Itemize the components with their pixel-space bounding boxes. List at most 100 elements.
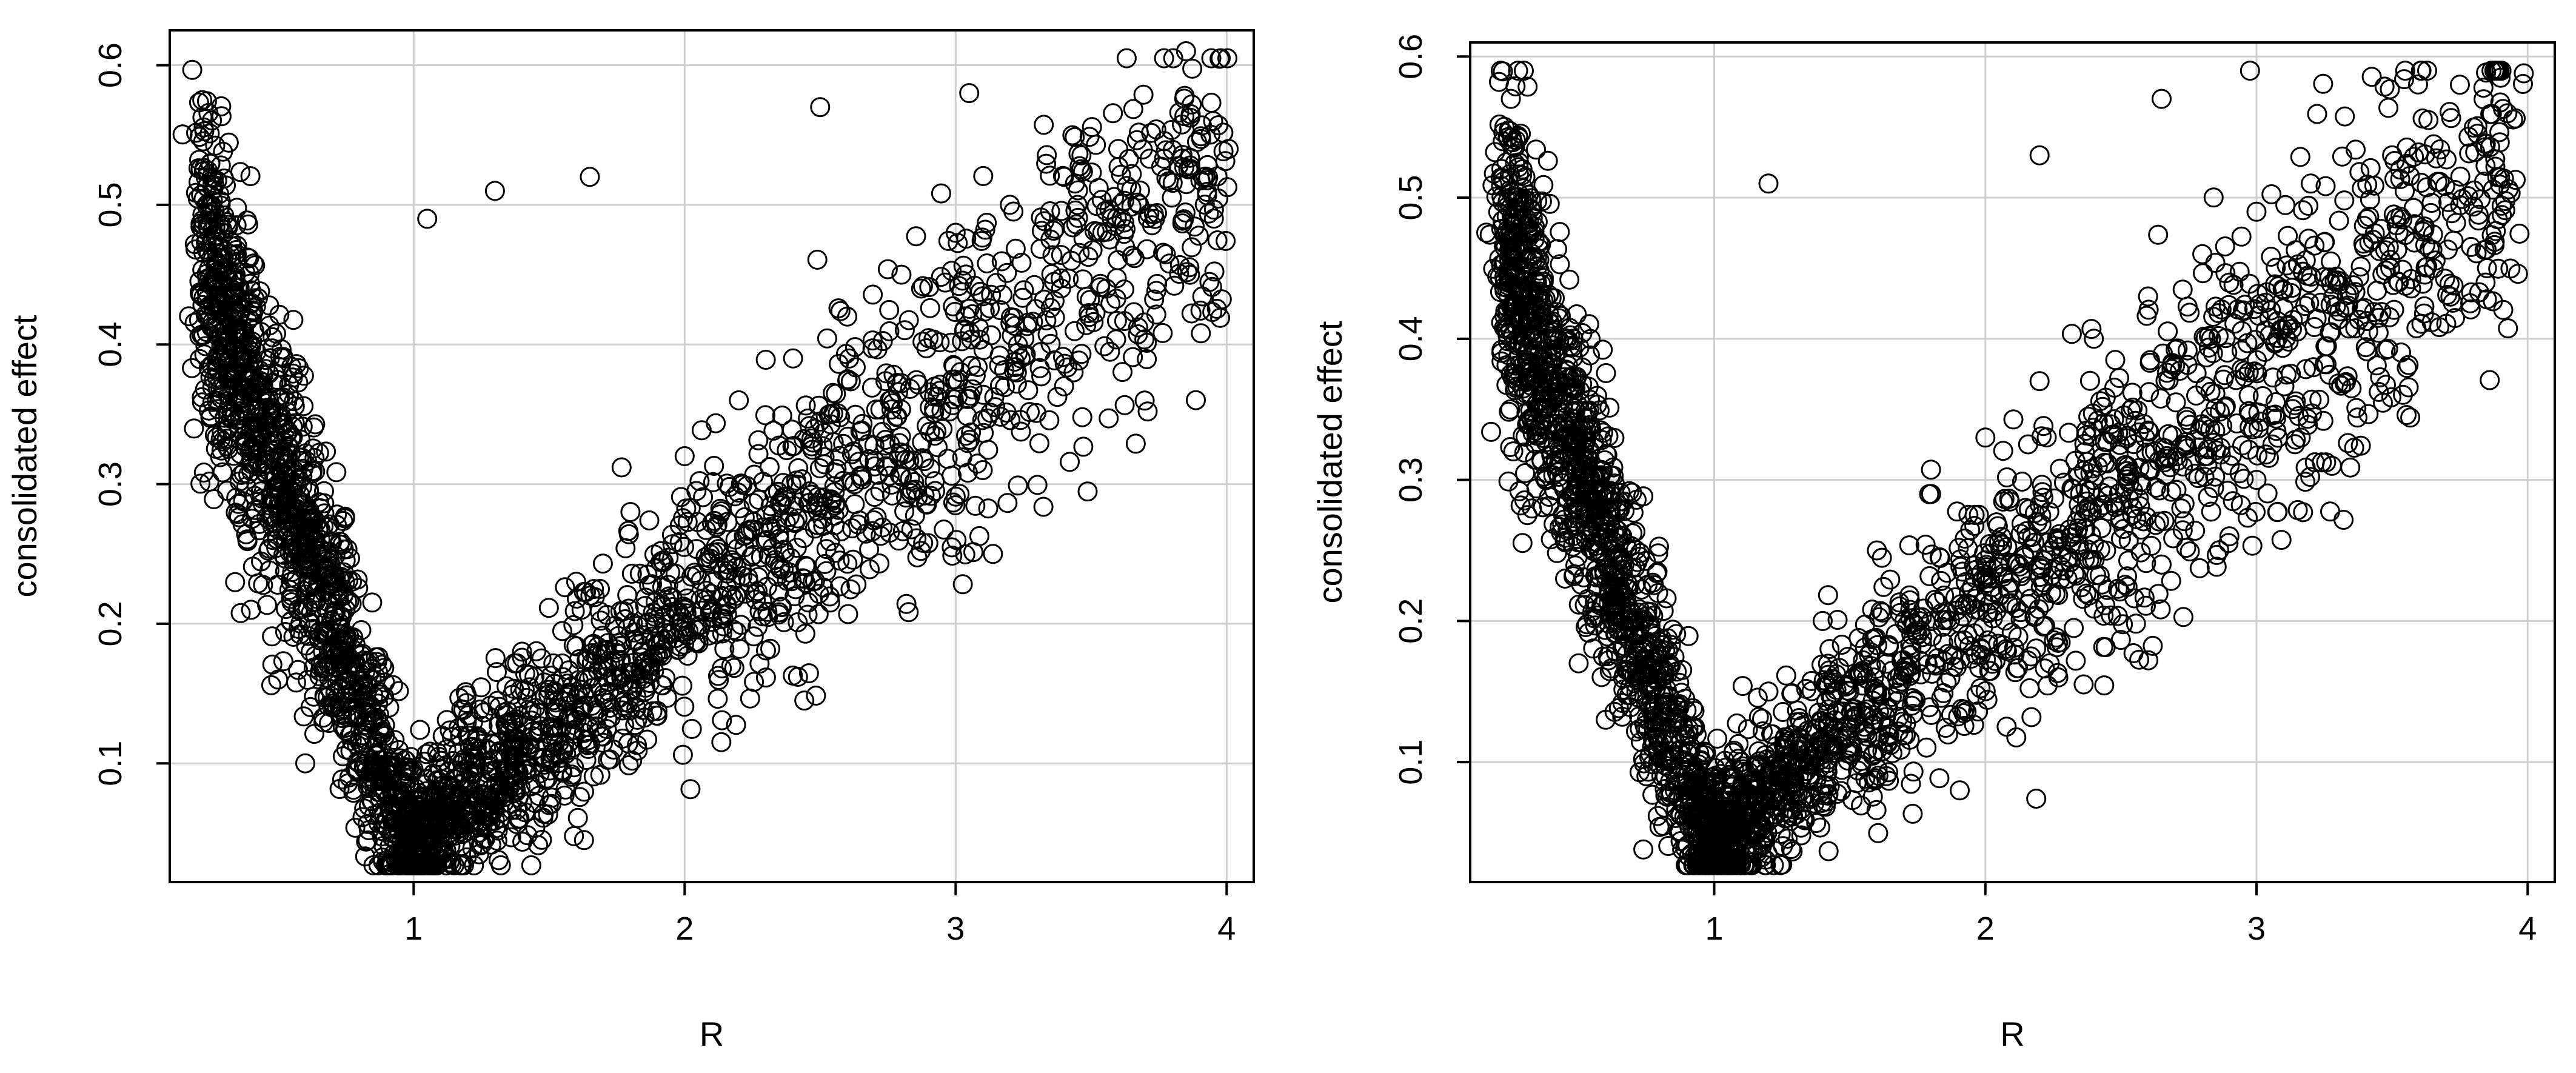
data-point (1658, 836, 1679, 856)
data-point (1169, 264, 1189, 284)
data-point (193, 287, 214, 308)
data-point (2152, 89, 2172, 109)
data-point (1517, 76, 1538, 97)
data-point (2084, 329, 2104, 349)
data-point (368, 855, 389, 875)
data-point (2364, 175, 2384, 196)
data-point (1481, 421, 1501, 442)
data-point (471, 677, 492, 698)
data-point (486, 772, 507, 793)
data-point (877, 259, 898, 279)
data-point (1585, 511, 1605, 532)
data-point (1631, 580, 1651, 600)
data-point (989, 375, 1010, 396)
data-point (2290, 147, 2310, 167)
data-point (497, 759, 517, 779)
data-point (1137, 401, 1158, 422)
data-point (1036, 153, 1057, 174)
data-point (2247, 284, 2268, 304)
data-point (471, 797, 492, 818)
data-point (1638, 575, 1658, 595)
data-point (1491, 255, 1511, 275)
data-point (1123, 99, 1143, 119)
data-point (1642, 729, 1663, 749)
data-point (1011, 252, 1032, 273)
data-point (458, 705, 478, 726)
data-point (1758, 681, 1779, 702)
data-point (1525, 216, 1545, 237)
data-point (1899, 535, 1919, 556)
data-point (944, 356, 965, 376)
data-point (410, 720, 430, 740)
data-point (1134, 390, 1155, 411)
data-point (544, 674, 564, 694)
data-point (788, 458, 809, 478)
data-point (748, 430, 769, 450)
data-point (432, 726, 453, 746)
data-point (785, 512, 805, 532)
data-point (1996, 467, 2017, 487)
data-point (576, 750, 597, 770)
data-point (870, 481, 891, 501)
data-point (1111, 164, 1131, 185)
data-point (1106, 268, 1127, 289)
data-point (288, 372, 309, 393)
data-point (2161, 570, 2181, 591)
data-point (356, 711, 377, 732)
data-point (487, 820, 508, 841)
data-point (561, 720, 581, 741)
data-point (286, 547, 307, 567)
data-point (1505, 153, 1525, 173)
data-point (618, 755, 639, 775)
data-point (662, 534, 683, 555)
data-point (774, 487, 794, 507)
data-point (298, 626, 318, 646)
data-point (1034, 211, 1055, 232)
data-point (486, 784, 507, 804)
data-point (920, 298, 940, 318)
data-point (862, 338, 883, 359)
data-point (809, 458, 830, 478)
data-point (1619, 653, 1639, 674)
data-point (226, 503, 246, 523)
data-point (521, 776, 541, 797)
data-point (501, 827, 521, 847)
data-point (1182, 237, 1202, 258)
data-point (654, 639, 674, 660)
data-point (1507, 187, 1528, 208)
data-point (1508, 200, 1529, 221)
data-point (1114, 190, 1135, 211)
data-point (273, 348, 293, 369)
data-point (1921, 460, 1941, 480)
data-point (246, 342, 267, 362)
data-point (1147, 273, 1168, 294)
data-point (833, 470, 854, 491)
data-point (1610, 594, 1631, 615)
data-point (865, 456, 885, 476)
data-point (448, 718, 469, 738)
data-point (587, 700, 607, 720)
data-point (2121, 399, 2141, 420)
data-point (1633, 839, 1654, 860)
data-point (1665, 772, 1685, 792)
data-point (1632, 663, 1653, 683)
data-point (1491, 339, 1512, 360)
data-point (812, 436, 833, 456)
data-point (1144, 289, 1165, 310)
data-point (2398, 355, 2419, 375)
data-point (841, 518, 862, 538)
data-point (1052, 165, 1073, 186)
data-point (1868, 823, 1889, 843)
data-point (1670, 804, 1690, 824)
data-point (2346, 139, 2366, 160)
data-point (517, 825, 538, 846)
data-point (1057, 357, 1077, 378)
data-point (312, 549, 333, 570)
data-point (1116, 48, 1137, 69)
data-point (570, 787, 590, 807)
data-point (279, 580, 299, 600)
data-point (1082, 240, 1103, 261)
data-point (756, 505, 777, 526)
data-point (1603, 576, 1624, 597)
data-point (769, 581, 789, 602)
